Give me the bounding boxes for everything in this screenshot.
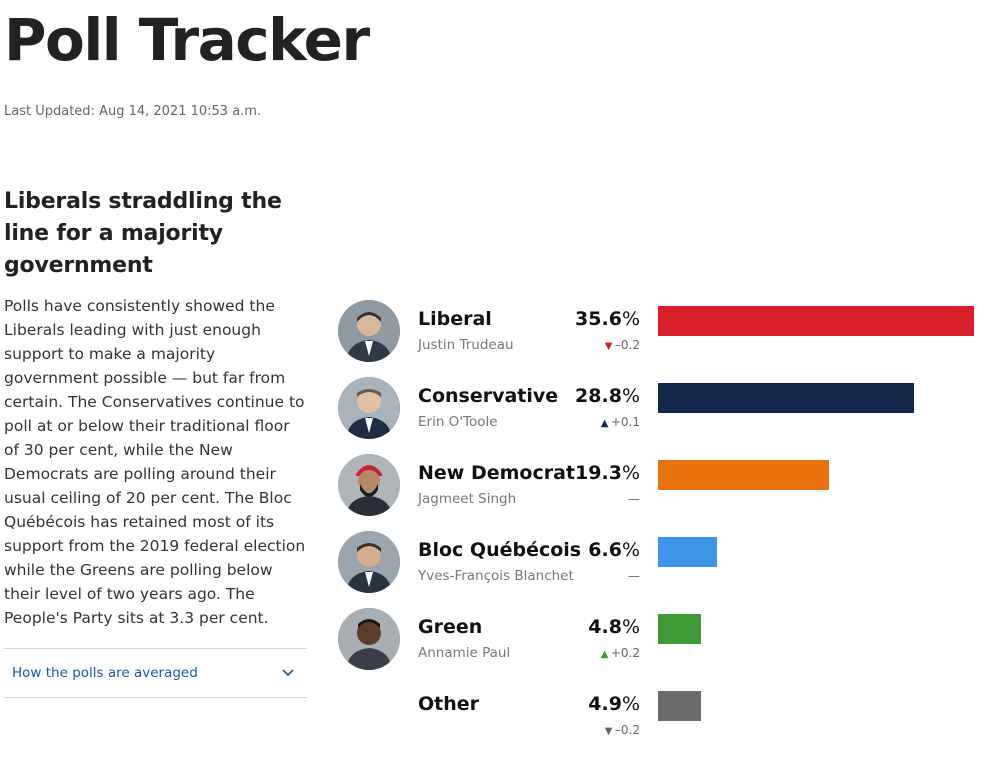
vote-share-unit: % [621,539,640,561]
leader-name: Yves-François Blanchet [418,568,574,584]
bar-liberal [658,306,974,336]
vote-share-label: 28.8% [575,385,640,407]
party-row-new-democrat: New Democrat Jagmeet Singh 19.3% — [336,450,986,527]
party-bar-chart: Liberal Justin Trudeau 35.6% ▼ –0.2 Cons… [336,296,986,758]
summary-panel: Liberals straddling the line for a major… [4,186,307,698]
vote-share-value: 35.6 [575,308,622,330]
party-row-green: Green Annamie Paul 4.8% ▲ +0.2 [336,604,986,681]
change-indicator: — [628,569,640,583]
vote-share-value: 28.8 [575,385,622,407]
vote-share-value: 6.6 [588,539,622,561]
vote-share-label: 35.6% [575,308,640,330]
triangle-down-icon: ▼ [604,341,613,352]
change-value: — [628,492,640,506]
vote-share-unit: % [621,308,640,330]
leader-avatar [338,608,400,670]
vote-share-value: 4.9 [588,693,622,715]
change-indicator: ▲ +0.2 [601,646,640,660]
vote-share-unit: % [621,693,640,715]
change-value: +0.2 [610,646,640,660]
summary-text: Polls have consistently showed the Liber… [4,297,306,627]
change-indicator: ▼ –0.2 [605,338,640,352]
chevron-down-icon [281,666,295,680]
summary-headline: Liberals straddling the line for a major… [4,189,282,278]
last-updated-timestamp: Last Updated: Aug 14, 2021 10:53 a.m. [4,104,262,119]
vote-share-label: 4.8% [588,616,640,638]
bar-bloc-quebecois [658,537,717,567]
change-indicator: — [628,492,640,506]
leader-avatar [338,531,400,593]
leader-name: Jagmeet Singh [418,491,517,507]
leader-name: Annamie Paul [418,645,511,661]
leader-avatar [338,377,400,439]
party-name: Liberal [418,308,492,330]
vote-share-value: 19.3 [575,462,622,484]
change-indicator: ▼ –0.2 [605,723,640,737]
party-name: Conservative [418,385,559,407]
party-row-liberal: Liberal Justin Trudeau 35.6% ▼ –0.2 [336,296,986,373]
vote-share-label: 4.9% [588,693,640,715]
leader-avatar [338,454,400,516]
party-row-conservative: Conservative Erin O'Toole 28.8% ▲ +0.1 [336,373,986,450]
vote-share-unit: % [621,462,640,484]
vote-share-label: 19.3% [575,462,640,484]
change-value: — [628,569,640,583]
party-name: Other [418,693,480,715]
party-row-other: Other 4.9% ▼ –0.2 [336,681,986,758]
vote-share-value: 4.8 [588,616,622,638]
accordion-label: How the polls are averaged [12,665,198,681]
bar-other [658,691,701,721]
how-polls-averaged-accordion[interactable]: How the polls are averaged [4,648,307,698]
triangle-down-icon: ▼ [604,726,613,737]
change-value: –0.2 [614,338,640,352]
leader-name: Justin Trudeau [418,337,514,353]
party-name: Bloc Québécois [418,539,582,561]
change-value: –0.2 [614,723,640,737]
bar-conservative [658,383,914,413]
triangle-up-icon: ▲ [600,649,609,660]
vote-share-unit: % [621,616,640,638]
party-row-bloc-quebecois: Bloc Québécois Yves-François Blanchet 6.… [336,527,986,604]
party-name: New Democrat [418,462,576,484]
leader-name: Erin O'Toole [418,414,498,430]
bar-new-democrat [658,460,829,490]
page-title: Poll Tracker [4,6,370,74]
triangle-up-icon: ▲ [600,418,609,429]
vote-share-unit: % [621,385,640,407]
vote-share-label: 6.6% [588,539,640,561]
change-value: +0.1 [610,415,640,429]
leader-avatar [338,300,400,362]
bar-green [658,614,701,644]
change-indicator: ▲ +0.1 [601,415,640,429]
party-name: Green [418,616,483,638]
